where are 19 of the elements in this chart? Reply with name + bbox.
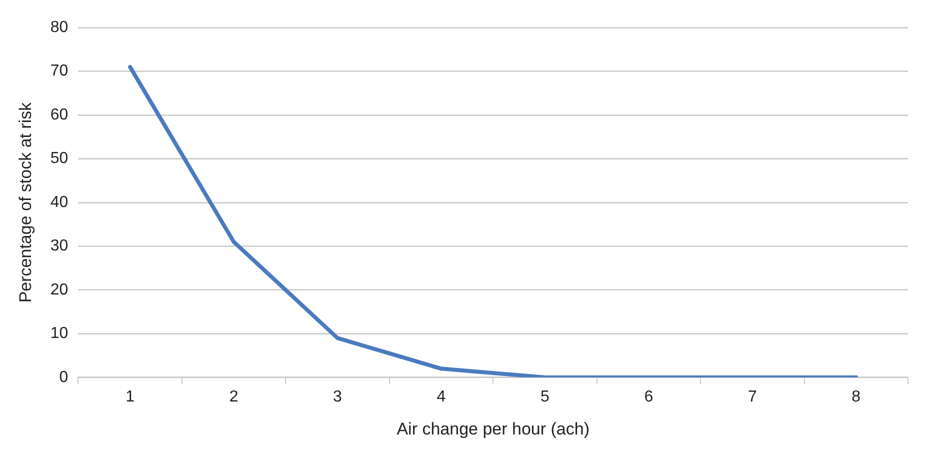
x-tick-label: 8 — [852, 388, 861, 406]
x-tick-label: 2 — [229, 388, 238, 406]
x-tick-label: 5 — [540, 388, 550, 406]
y-axis-title: Percentage of stock at risk — [16, 102, 35, 303]
x-tick-label: 1 — [126, 388, 135, 406]
y-tick-label: 30 — [50, 238, 68, 255]
y-tick-label: 10 — [50, 325, 68, 342]
y-tick-label: 60 — [50, 106, 68, 124]
x-tick-label: 6 — [644, 388, 654, 406]
x-tick-label: 7 — [748, 388, 757, 406]
y-tick-label: 80 — [50, 19, 68, 36]
y-tick-label: 0 — [59, 368, 68, 386]
y-tick-label: 20 — [50, 281, 68, 298]
x-axis-title: Air change per hour (ach) — [396, 419, 590, 438]
x-tick-label: 3 — [333, 388, 342, 406]
x-tick-label: 4 — [436, 388, 446, 406]
y-tick-label: 40 — [50, 194, 68, 211]
y-tick-label: 70 — [50, 62, 68, 80]
y-tick-label: 50 — [50, 150, 68, 168]
